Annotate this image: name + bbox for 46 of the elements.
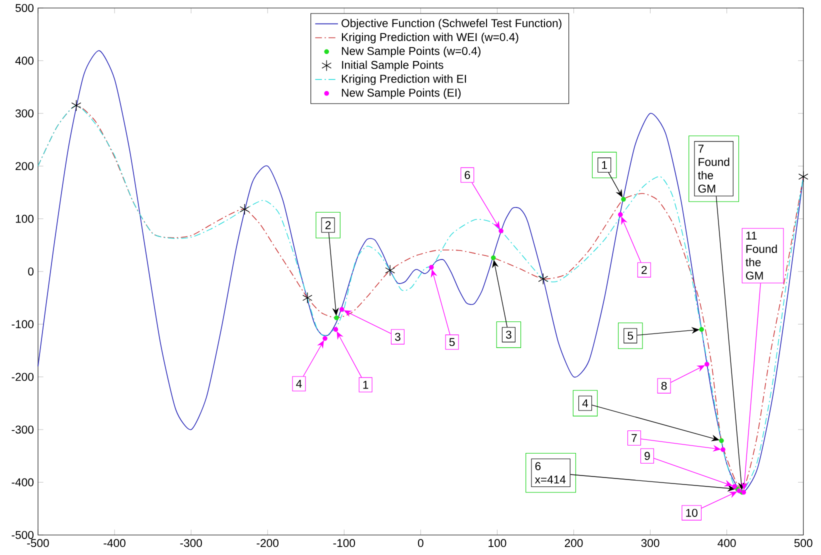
legend-label: Kriging Prediction with EI bbox=[342, 74, 466, 86]
y-tick-label: 0 bbox=[28, 267, 34, 276]
annotation: 7 bbox=[632, 434, 637, 442]
x-tick-label: 500 bbox=[794, 539, 812, 548]
annotation: 2 bbox=[642, 266, 647, 274]
x-tick-label: 100 bbox=[488, 539, 506, 548]
x-tick-label: -200 bbox=[256, 539, 278, 548]
annotation: 5 bbox=[628, 332, 634, 340]
annotation: 11 Found the GM bbox=[746, 232, 777, 280]
annotation: 9 bbox=[644, 452, 650, 460]
y-tick-label: 400 bbox=[15, 56, 34, 65]
legend-label: Initial Sample Points bbox=[342, 60, 444, 72]
y-tick-label: 200 bbox=[16, 162, 34, 170]
x-tick-label: 300 bbox=[641, 539, 660, 548]
annotation: 5 bbox=[449, 338, 455, 346]
x-tick-label: 200 bbox=[564, 539, 583, 548]
y-tick-label: 500 bbox=[16, 4, 34, 12]
legend-label: New Sample Points (w=0.4) bbox=[342, 46, 480, 58]
annotation: 1 bbox=[363, 380, 368, 389]
x-tick-label: -100 bbox=[333, 539, 356, 548]
y-tick-label: 100 bbox=[16, 214, 34, 223]
annotation: 6 bbox=[464, 171, 470, 180]
annotation: 1 bbox=[602, 161, 607, 169]
y-tick-label: -200 bbox=[12, 372, 34, 381]
y-tick-label: -100 bbox=[12, 320, 34, 328]
y-tick-label: 300 bbox=[15, 109, 34, 118]
annotation: 3 bbox=[506, 330, 512, 339]
annotation: 2 bbox=[325, 221, 331, 230]
annotation: 4 bbox=[296, 380, 302, 388]
legend-label: Objective Function (Schwefel Test Function) bbox=[342, 18, 562, 30]
x-tick-label: 0 bbox=[418, 539, 424, 548]
x-tick-label: 400 bbox=[718, 539, 736, 548]
y-tick-label: -400 bbox=[12, 478, 34, 486]
y-tick-label: -300 bbox=[12, 426, 34, 434]
x-tick-label: -500 bbox=[27, 539, 49, 548]
annotation: 10 bbox=[686, 508, 698, 517]
annotation: 6 x=414 bbox=[534, 462, 566, 484]
legend-label: New Sample Points (EI) bbox=[342, 88, 461, 99]
annotation: 7 Found the GM bbox=[698, 144, 730, 193]
y-tick-label: -500 bbox=[12, 530, 34, 539]
annotation: 8 bbox=[661, 382, 667, 390]
x-tick-label: -300 bbox=[180, 539, 202, 548]
annotation: 4 bbox=[582, 399, 588, 408]
legend-label: Kriging Prediction with WEI (w=0.4) bbox=[342, 32, 518, 44]
x-tick-label: -400 bbox=[104, 539, 126, 548]
annotation: 3 bbox=[395, 332, 400, 341]
